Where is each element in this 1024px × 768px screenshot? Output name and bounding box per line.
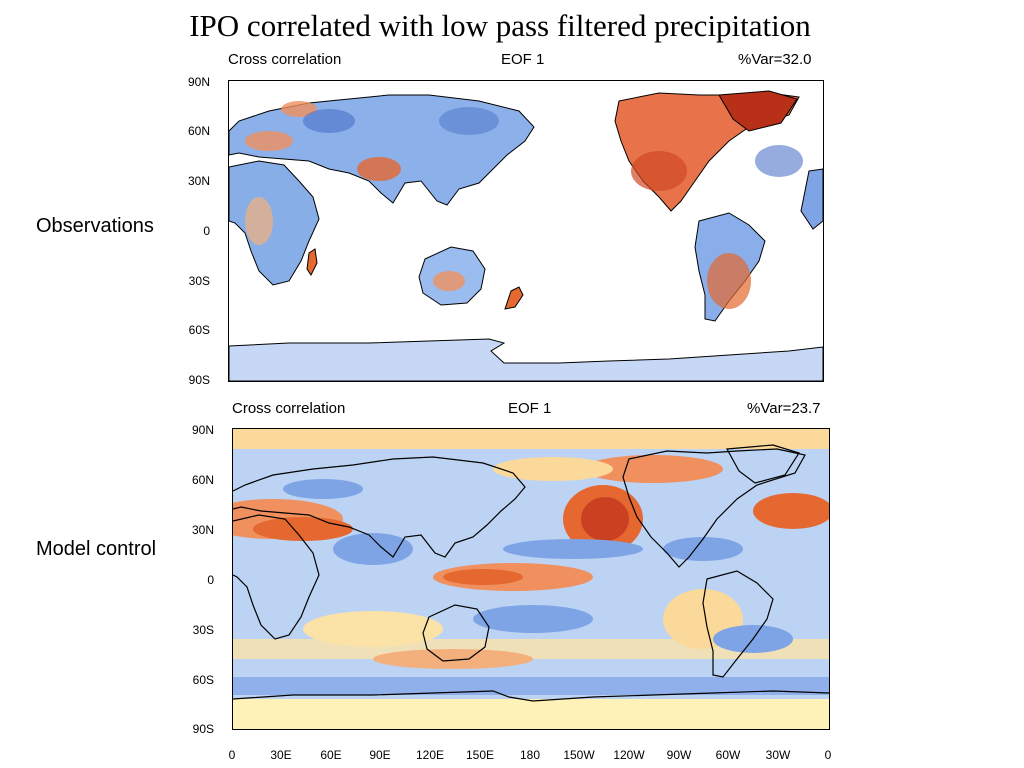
- south-america-coastline: [702, 570, 774, 678]
- anomaly-patch: [443, 569, 523, 585]
- row-label-observations: Observations: [36, 215, 154, 237]
- lon-tick: 60W: [715, 748, 741, 762]
- slide-title: IPO correlated with low pass filtered pr…: [189, 8, 811, 43]
- row-label-model-control: Model control: [36, 538, 157, 560]
- anomaly-patch: [357, 157, 401, 181]
- anomaly-patch: [373, 649, 533, 669]
- lon-tick: 60E: [320, 748, 342, 762]
- australia-coastline: [422, 604, 490, 662]
- anomaly-patch: [303, 109, 355, 133]
- observations-map: [228, 80, 824, 382]
- lat-tick: 30S: [188, 274, 210, 288]
- eof-label: EOF 1: [501, 51, 545, 68]
- lon-tick: 30W: [765, 748, 791, 762]
- lon-tick: 90E: [369, 748, 391, 762]
- anomaly-patch: [433, 271, 465, 291]
- lon-tick: 150W: [563, 748, 595, 762]
- anomaly-patch: [439, 107, 499, 135]
- lat-tick: 30S: [192, 623, 214, 637]
- anomaly-patch: [663, 537, 743, 561]
- lat-tick: 90S: [192, 722, 214, 736]
- anomaly-patch: [303, 611, 443, 647]
- lat-tick: 0: [203, 224, 210, 238]
- anomaly-patch: [281, 101, 317, 117]
- lat-tick: 30N: [191, 523, 214, 537]
- new-zealand: [504, 286, 524, 310]
- lat-tick: 90S: [188, 373, 210, 387]
- anomaly-patch: [245, 197, 273, 245]
- anomaly-patch: [253, 517, 353, 541]
- anomaly-patch: [245, 131, 293, 151]
- anomaly-patch: [473, 605, 593, 633]
- lon-tick: 0: [824, 748, 832, 762]
- lon-tick: 0: [228, 748, 236, 762]
- model-control-map: [232, 428, 830, 730]
- lon-tick: 150E: [465, 748, 495, 762]
- lat-tick: 90N: [187, 75, 210, 89]
- lat-tick: 60S: [188, 323, 210, 337]
- anomaly-patch: [583, 455, 723, 483]
- anomaly-patch: [503, 539, 643, 559]
- greenland-coastline: [726, 444, 800, 484]
- antarctica: [229, 338, 823, 381]
- cross-correlation-label: Cross correlation: [228, 51, 342, 68]
- anomaly-patch: [707, 253, 751, 309]
- lat-tick: 60N: [187, 124, 210, 138]
- anomaly-patch: [753, 493, 829, 529]
- lat-tick: 60N: [191, 473, 214, 487]
- north-america-coastline: [622, 448, 806, 568]
- europe-east: [800, 168, 823, 230]
- eurasia-coastline: [233, 456, 526, 558]
- lon-tick: 180: [519, 748, 541, 762]
- variance-label: %Var=23.7: [747, 400, 821, 417]
- lat-tick: 30N: [187, 174, 210, 188]
- lon-tick: 90W: [666, 748, 692, 762]
- lon-tick: 120W: [613, 748, 645, 762]
- anomaly-patch: [755, 145, 803, 177]
- madagascar: [306, 248, 318, 276]
- anomaly-patch: [631, 151, 687, 191]
- anomaly-patch: [493, 457, 613, 481]
- lat-tick: 0: [207, 573, 214, 587]
- lon-tick: 30E: [270, 748, 292, 762]
- greenland: [718, 90, 798, 132]
- africa-landmass: [229, 160, 320, 286]
- lat-tick: 60S: [192, 673, 214, 687]
- africa-coastline: [233, 514, 320, 640]
- anomaly-patch: [283, 479, 363, 499]
- lon-tick: 120E: [415, 748, 445, 762]
- eof-label: EOF 1: [508, 400, 552, 417]
- antarctica-coastline: [233, 690, 829, 702]
- cross-correlation-label: Cross correlation: [232, 400, 346, 417]
- anomaly-patch: [333, 533, 413, 565]
- variance-label: %Var=32.0: [738, 51, 812, 68]
- anomaly-patch: [581, 497, 629, 541]
- lat-tick: 90N: [191, 423, 214, 437]
